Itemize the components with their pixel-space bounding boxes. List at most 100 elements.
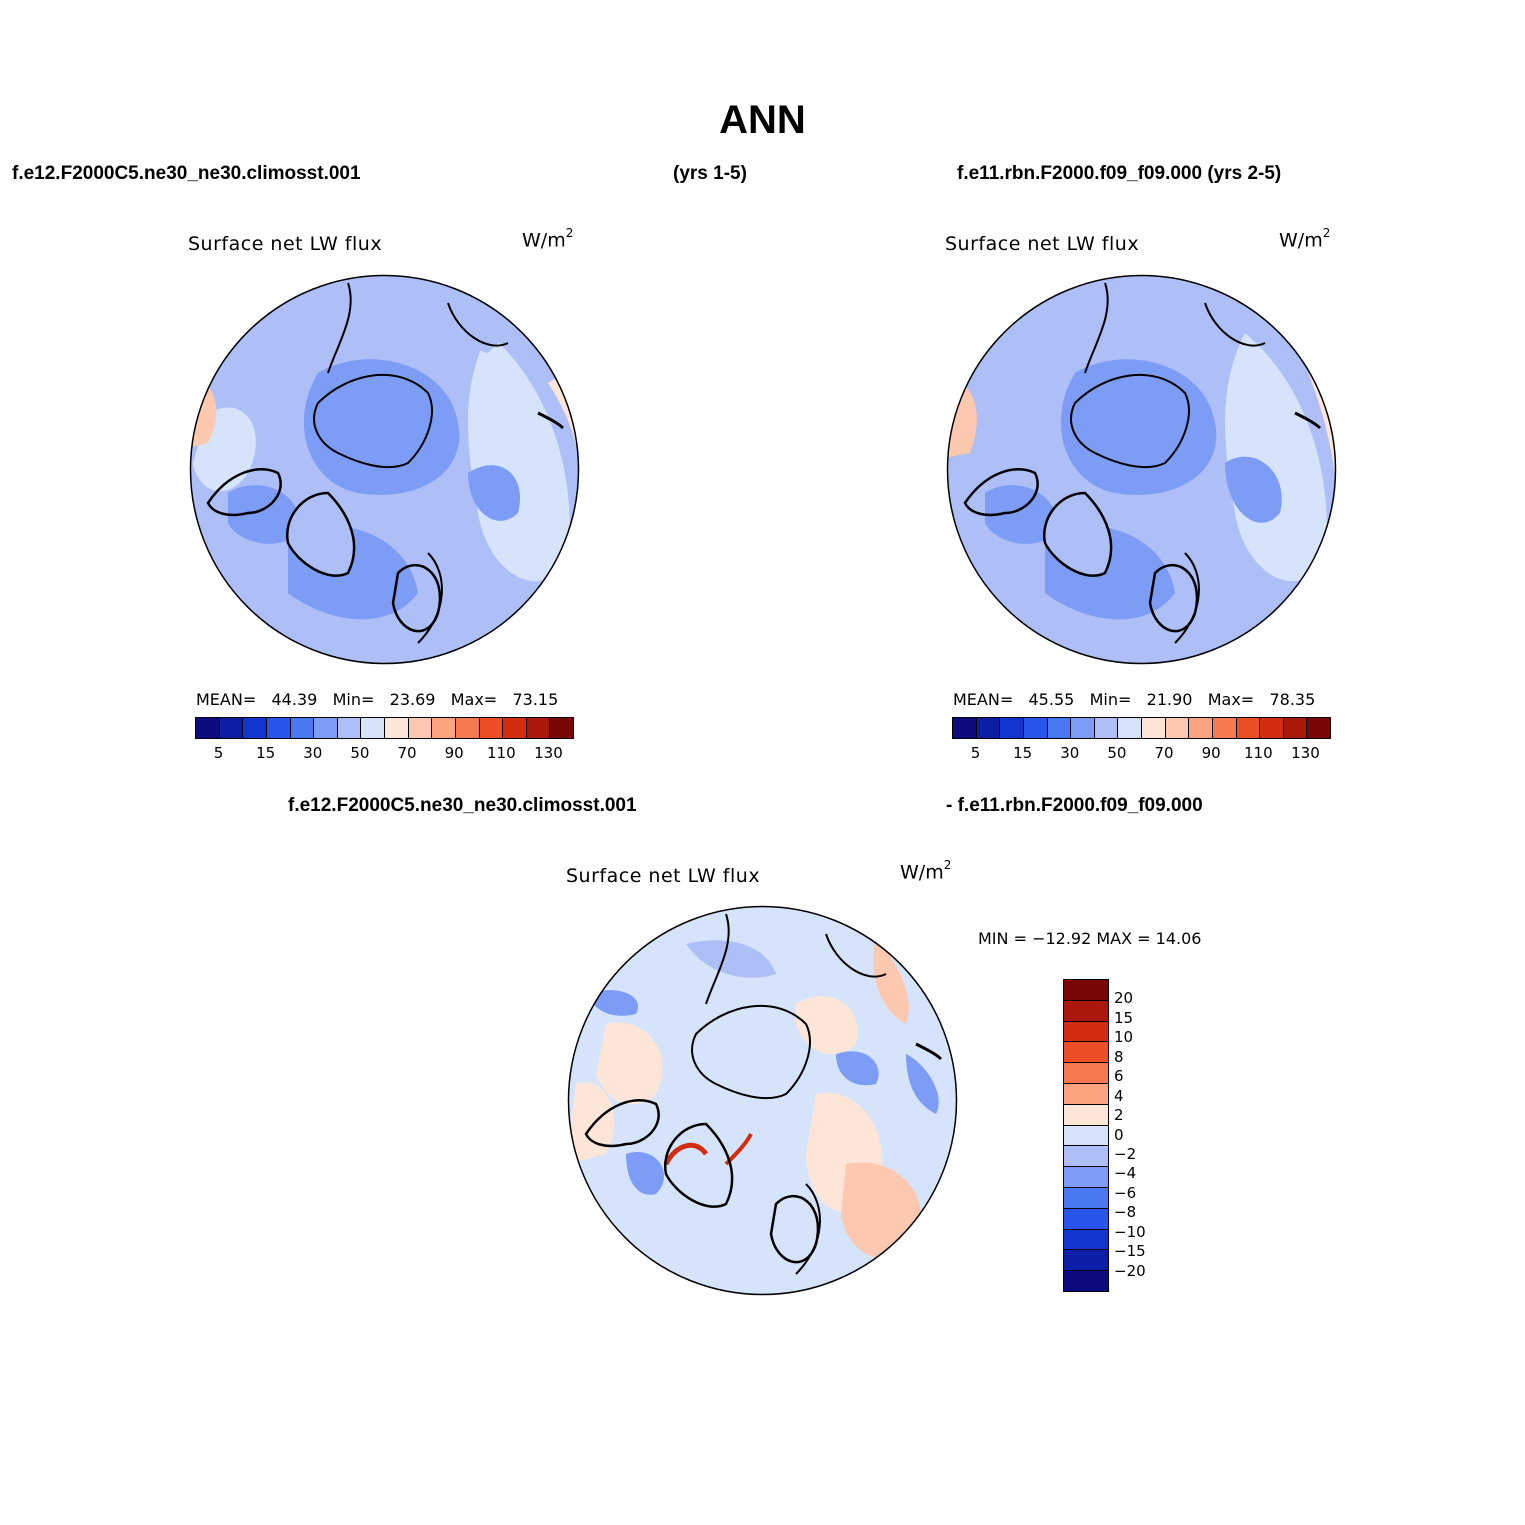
diff-colorbar-tick-label: 4 bbox=[1114, 1086, 1124, 1105]
diff-colorbar-tick-label: 8 bbox=[1114, 1047, 1124, 1066]
diff-colorbar-tick-label: −6 bbox=[1114, 1183, 1137, 1202]
left-polar-map bbox=[189, 274, 580, 665]
right-colorbar-swatch bbox=[953, 718, 977, 738]
right-colorbar-ticks: 5 15 30 50 70 90 110 130 bbox=[952, 744, 1329, 764]
right-colorbar-swatch bbox=[1189, 718, 1213, 738]
right-stats: MEAN= 45.55 Min= 21.90 Max= 78.35 bbox=[953, 690, 1316, 709]
diff-colorbar-swatch bbox=[1064, 1063, 1108, 1084]
diff-colorbar-tick-label: 10 bbox=[1114, 1028, 1134, 1047]
diff-colorbar-swatch bbox=[1064, 1208, 1108, 1230]
right-colorbar-tick-label: 5 bbox=[970, 744, 981, 762]
diff-units: W/m2 bbox=[900, 858, 952, 884]
right-colorbar-swatch bbox=[1165, 718, 1190, 738]
left-colorbar-tick-label: 5 bbox=[213, 744, 224, 762]
diff-colorbar-swatch bbox=[1064, 1000, 1108, 1022]
diff-colorbar-swatch bbox=[1064, 1229, 1108, 1251]
left-colorbar-swatch bbox=[550, 718, 573, 738]
diff-colorbar bbox=[1063, 979, 1109, 1292]
diff-minmax: MIN = −12.92 MAX = 14.06 bbox=[978, 929, 1202, 948]
right-variable-label: Surface net LW flux bbox=[945, 233, 1140, 255]
left-colorbar-tick-label: 30 bbox=[303, 744, 323, 762]
header-right-case: f.e11.rbn.F2000.f09_f09.000 (yrs 2-5) bbox=[957, 163, 1282, 184]
left-units: W/m2 bbox=[522, 226, 574, 252]
diff-colorbar-swatch bbox=[1064, 1187, 1108, 1209]
diff-colorbar-tick-label: 0 bbox=[1114, 1125, 1124, 1144]
right-colorbar-swatch bbox=[976, 718, 1001, 738]
left-colorbar-swatch bbox=[266, 718, 291, 738]
left-colorbar-swatch bbox=[337, 718, 362, 738]
right-colorbar-swatch bbox=[1307, 718, 1330, 738]
right-colorbar-swatch bbox=[1118, 718, 1142, 738]
left-colorbar-swatch bbox=[196, 718, 220, 738]
right-colorbar-tick-label: 50 bbox=[1107, 744, 1127, 762]
left-colorbar-swatch bbox=[361, 718, 385, 738]
diff-colorbar-swatch bbox=[1064, 1271, 1108, 1291]
diff-colorbar-swatch bbox=[1064, 1125, 1108, 1147]
diff-colorbar-tick-label: 20 bbox=[1114, 989, 1134, 1008]
left-colorbar-swatch bbox=[432, 718, 456, 738]
right-colorbar-swatch bbox=[1000, 718, 1024, 738]
right-colorbar-swatch bbox=[1236, 718, 1261, 738]
left-colorbar-swatch bbox=[385, 718, 409, 738]
diff-colorbar-tick-label: −20 bbox=[1114, 1261, 1146, 1280]
right-colorbar-tick-label: 70 bbox=[1154, 744, 1174, 762]
right-polar-map bbox=[946, 274, 1337, 665]
left-colorbar bbox=[195, 717, 574, 739]
left-colorbar-swatch bbox=[314, 718, 338, 738]
diff-colorbar-swatch bbox=[1064, 1042, 1108, 1064]
right-colorbar bbox=[952, 717, 1331, 739]
left-colorbar-swatch bbox=[455, 718, 480, 738]
left-colorbar-swatch bbox=[408, 718, 433, 738]
left-colorbar-swatch bbox=[503, 718, 527, 738]
right-colorbar-swatch bbox=[1047, 718, 1072, 738]
page-title: ANN bbox=[719, 98, 806, 142]
right-colorbar-swatch bbox=[1071, 718, 1095, 738]
diff-colorbar-tick-label: −4 bbox=[1114, 1164, 1137, 1183]
left-colorbar-swatch bbox=[243, 718, 267, 738]
left-stats: MEAN= 44.39 Min= 23.69 Max= 73.15 bbox=[196, 690, 559, 709]
diff-colorbar-tick-label: 15 bbox=[1114, 1008, 1134, 1027]
left-colorbar-tick-label: 90 bbox=[444, 744, 464, 762]
right-colorbar-swatch bbox=[1142, 718, 1166, 738]
diff-colorbar-tick-label: −10 bbox=[1114, 1222, 1146, 1241]
right-colorbar-tick-label: 30 bbox=[1060, 744, 1080, 762]
right-colorbar-tick-label: 130 bbox=[1291, 744, 1320, 762]
diff-colorbar-tick-label: −15 bbox=[1114, 1242, 1146, 1261]
left-colorbar-tick-label: 15 bbox=[256, 744, 276, 762]
diff-header-left: f.e12.F2000C5.ne30_ne30.climosst.001 bbox=[288, 795, 637, 816]
right-colorbar-tick-label: 90 bbox=[1201, 744, 1221, 762]
diff-colorbar-tick-label: 6 bbox=[1114, 1067, 1124, 1086]
diff-colorbar-swatch bbox=[1064, 1104, 1108, 1126]
header-left-case: f.e12.F2000C5.ne30_ne30.climosst.001 bbox=[12, 163, 361, 184]
diff-colorbar-swatch bbox=[1064, 1021, 1108, 1043]
left-colorbar-swatch bbox=[526, 718, 551, 738]
right-colorbar-tick-label: 110 bbox=[1243, 744, 1273, 762]
diff-polar-map bbox=[567, 905, 958, 1296]
left-variable-label: Surface net LW flux bbox=[188, 233, 383, 255]
diff-colorbar-tick-label: −2 bbox=[1114, 1144, 1137, 1163]
right-colorbar-swatch bbox=[1283, 718, 1308, 738]
right-units: W/m2 bbox=[1279, 226, 1331, 252]
diff-colorbar-swatch bbox=[1064, 1250, 1108, 1272]
left-colorbar-swatch bbox=[290, 718, 315, 738]
right-colorbar-swatch bbox=[1094, 718, 1119, 738]
diff-colorbar-swatch bbox=[1064, 1083, 1108, 1105]
right-colorbar-swatch bbox=[1212, 718, 1237, 738]
left-colorbar-tick-label: 110 bbox=[486, 744, 516, 762]
diff-colorbar-swatch bbox=[1064, 1146, 1108, 1168]
diff-colorbar-ticks: 20 15 10 8 6 4 2 0 −2 −4 −6 −8 −10 −15 −20 bbox=[1114, 979, 1174, 1290]
diff-colorbar-tick-label: −8 bbox=[1114, 1203, 1137, 1222]
diff-colorbar-swatch bbox=[1064, 980, 1108, 1001]
left-colorbar-swatch bbox=[479, 718, 504, 738]
right-colorbar-swatch bbox=[1260, 718, 1284, 738]
diff-colorbar-swatch bbox=[1064, 1167, 1108, 1188]
left-colorbar-tick-label: 50 bbox=[350, 744, 370, 762]
header-years: (yrs 1-5) bbox=[673, 163, 747, 184]
right-colorbar-swatch bbox=[1023, 718, 1048, 738]
right-colorbar-tick-label: 15 bbox=[1013, 744, 1033, 762]
left-colorbar-ticks: 5 15 30 50 70 90 110 130 bbox=[195, 744, 572, 764]
diff-colorbar-tick-label: 2 bbox=[1114, 1106, 1124, 1125]
diff-header-right: - f.e11.rbn.F2000.f09_f09.000 bbox=[946, 795, 1203, 816]
diff-variable-label: Surface net LW flux bbox=[566, 865, 761, 887]
left-colorbar-tick-label: 70 bbox=[397, 744, 417, 762]
